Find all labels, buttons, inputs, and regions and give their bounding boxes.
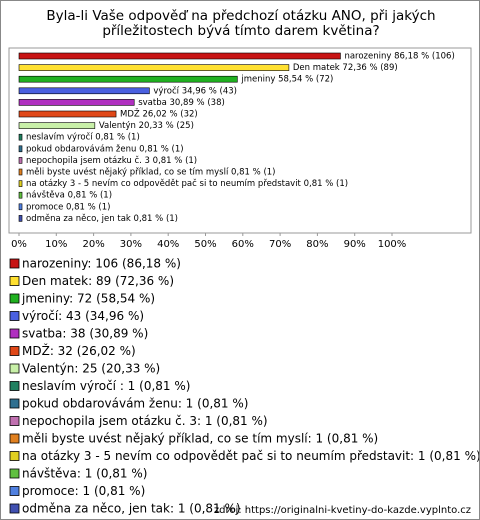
x-tick-label: 80% <box>306 239 328 250</box>
x-tick-label: 70% <box>269 239 291 250</box>
value-label: neslavím výročí 0,81 % (1) <box>26 132 140 143</box>
bar <box>18 215 23 222</box>
value-label: jmeniny 58,54 % (72) <box>240 75 333 85</box>
bar <box>18 180 23 187</box>
bar <box>18 191 23 199</box>
value-label: nepochopila jsem otázku č. 3 0,81 % (1) <box>26 155 197 166</box>
legend-swatch <box>9 468 20 479</box>
value-label: Den matek 72,36 % (89) <box>293 63 398 73</box>
legend-label: Den matek: 89 (72,36 %) <box>22 274 174 288</box>
legend-label: výročí: 43 (34,96 %) <box>22 309 144 323</box>
legend-swatch <box>9 398 20 409</box>
legend-label: návštěva: 1 (0,81 %) <box>22 467 147 481</box>
legend-swatch <box>9 293 20 304</box>
x-tick-label: 10% <box>45 239 67 250</box>
legend-swatch <box>9 433 20 444</box>
bar <box>18 75 238 83</box>
bar <box>18 203 23 211</box>
bar <box>18 157 23 164</box>
x-tick-label: 0% <box>11 239 27 250</box>
legend-label: neslavím výročí : 1 (0,81 %) <box>22 379 190 393</box>
legend-swatch <box>9 486 20 496</box>
legend-swatch <box>9 381 20 391</box>
legend-label: narozeniny: 106 (86,18 %) <box>22 257 181 271</box>
value-label: odměna za něco, jen tak 0,81 % (1) <box>26 214 178 224</box>
chart-title: Byla-li Vaše odpověď na předchozí otázku… <box>46 8 436 39</box>
legend-swatch <box>9 363 20 374</box>
legend-label: Valentýn: 25 (20,33 %) <box>22 362 160 376</box>
x-tick-label: 40% <box>157 239 179 250</box>
bar <box>18 52 341 60</box>
value-label: měli byste uvést nějaký příklad, co se t… <box>26 167 275 178</box>
plot-frame <box>8 47 472 234</box>
value-label: svatba 30,89 % (38) <box>138 98 225 108</box>
bar <box>18 64 290 71</box>
legend-label: MDŽ: 32 (26,02 %) <box>22 343 136 358</box>
legend-swatch <box>9 416 20 426</box>
legend-label: jmeniny: 72 (58,54 %) <box>21 292 155 306</box>
x-tick-label: 50% <box>194 239 216 250</box>
legend-label: svatba: 38 (30,89 %) <box>22 327 148 341</box>
x-tick-label: 100% <box>378 239 407 250</box>
legend-swatch <box>9 346 20 356</box>
legend-label: na otázky 3 - 5 nevím co odpovědět pač s… <box>22 449 479 463</box>
value-label: výročí 34,96 % (43) <box>153 85 237 96</box>
legend-swatch <box>9 328 20 339</box>
source: zdroj: https://originalni-kvetiny-do-kaz… <box>214 505 471 516</box>
legend-label: nepochopila jsem otázku č. 3: 1 (0,81 %) <box>22 414 268 428</box>
legend-swatch <box>9 258 20 269</box>
x-tick-label: 60% <box>232 239 254 250</box>
bar <box>18 110 117 118</box>
value-label: návštěva 0,81 % (1) <box>26 190 112 201</box>
legend-label: promoce: 1 (0,81 %) <box>22 484 145 498</box>
value-label: promoce 0,81 % (1) <box>26 202 110 212</box>
x-tick-label: 30% <box>120 239 142 250</box>
x-tick-label: 20% <box>82 239 104 250</box>
bar <box>18 168 23 176</box>
value-label: MDŽ 26,02 % (32) <box>120 108 198 120</box>
bar <box>18 87 150 95</box>
bar <box>18 145 23 153</box>
bar <box>18 133 23 141</box>
legend-label: odměna za něco, jen tak: 1 (0,81 %) <box>22 502 241 516</box>
legend-label: pokud obdarovávám ženu: 1 (0,81 %) <box>22 397 248 411</box>
value-label: Valentýn 20,33 % (25) <box>99 121 194 131</box>
x-tick-label: 90% <box>344 239 366 250</box>
value-label: pokud obdarovávám ženu 0,81 % (1) <box>26 144 184 154</box>
legend-swatch <box>9 503 20 514</box>
legend-swatch <box>9 311 20 321</box>
bar <box>18 99 135 106</box>
bar <box>18 122 96 129</box>
value-label: na otázky 3 - 5 nevím co odpovědět pač s… <box>26 178 348 189</box>
legend-swatch <box>9 451 20 461</box>
value-label: narozeniny 86,18 % (106) <box>344 52 454 62</box>
legend-label: měli byste uvést nějaký příklad, co se t… <box>22 432 378 446</box>
legend-swatch <box>9 276 20 286</box>
